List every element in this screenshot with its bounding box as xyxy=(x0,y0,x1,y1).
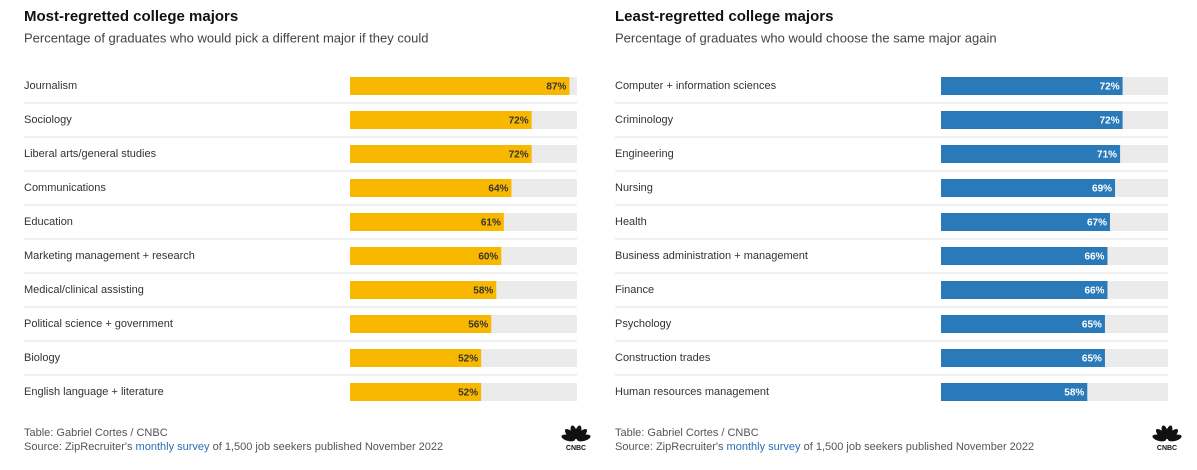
category-label: Political science + government xyxy=(24,318,173,330)
value-label: 67% xyxy=(1087,218,1107,229)
value-label: 52% xyxy=(458,354,478,365)
bar xyxy=(350,145,532,163)
chart-subtitle: Percentage of graduates who would choose… xyxy=(615,30,997,45)
bar xyxy=(941,145,1121,163)
logo-text: CNBC xyxy=(566,445,586,452)
category-label: Construction trades xyxy=(615,352,711,364)
value-label: 72% xyxy=(1100,82,1120,93)
bar xyxy=(941,383,1088,401)
category-label: Computer + information sciences xyxy=(615,80,777,92)
category-label: Education xyxy=(24,216,73,228)
category-label: Marketing management + research xyxy=(24,250,195,262)
value-label: 87% xyxy=(546,82,566,93)
logo: CNBC xyxy=(1152,425,1182,452)
category-label: Liberal arts/general studies xyxy=(24,148,157,160)
source-text: of 1,500 job seekers published November … xyxy=(213,441,444,453)
category-label: English language + literature xyxy=(24,386,164,398)
value-label: 61% xyxy=(481,218,501,229)
bar xyxy=(350,247,502,265)
category-label: Finance xyxy=(615,284,654,296)
value-label: 69% xyxy=(1092,184,1112,195)
bar xyxy=(350,383,482,401)
bar xyxy=(941,349,1105,367)
source-text: of 1,500 job seekers published November … xyxy=(804,441,1035,453)
source-link: monthly survey xyxy=(727,441,801,453)
logo: CNBC xyxy=(561,425,591,452)
bar xyxy=(941,179,1116,197)
bar xyxy=(350,213,504,231)
source: Source: ZipRecruiter's monthly survey of… xyxy=(24,441,443,453)
chart-title: Least-regretted college majors xyxy=(615,8,833,25)
credit: Table: Gabriel Cortes / CNBC xyxy=(615,427,759,439)
value-label: 66% xyxy=(1084,252,1104,263)
chart-panel: Least-regretted college majors Percentage… xyxy=(615,8,1182,453)
bar xyxy=(350,349,482,367)
bar xyxy=(350,179,512,197)
value-label: 58% xyxy=(1064,388,1084,399)
source-text: Source: ZipRecruiter's xyxy=(615,441,724,453)
bar xyxy=(941,77,1123,95)
category-label: Medical/clinical assisting xyxy=(24,284,144,296)
bar xyxy=(941,213,1110,231)
source-link: monthly survey xyxy=(136,441,210,453)
value-label: 56% xyxy=(468,320,488,331)
category-label: Nursing xyxy=(615,182,653,194)
value-label: 72% xyxy=(509,150,529,161)
value-label: 72% xyxy=(509,116,529,127)
category-label: Human resources management xyxy=(615,386,769,398)
value-label: 65% xyxy=(1082,354,1102,365)
value-label: 52% xyxy=(458,388,478,399)
category-label: Communications xyxy=(24,182,106,194)
value-label: 58% xyxy=(473,286,493,297)
category-label: Biology xyxy=(24,352,61,364)
bar xyxy=(350,315,492,333)
category-label: Criminology xyxy=(615,114,674,126)
category-label: Journalism xyxy=(24,80,77,92)
bar xyxy=(941,247,1108,265)
category-label: Business administration + management xyxy=(615,250,808,262)
value-label: 71% xyxy=(1097,150,1117,161)
value-label: 65% xyxy=(1082,320,1102,331)
chart-panel: Most-regretted college majors Percentage … xyxy=(24,8,591,453)
bar xyxy=(350,77,570,95)
value-label: 72% xyxy=(1100,116,1120,127)
bar xyxy=(941,111,1123,129)
category-label: Engineering xyxy=(615,148,674,160)
logo-text: CNBC xyxy=(1157,445,1177,452)
bar xyxy=(350,111,532,129)
source-text: Source: ZipRecruiter's xyxy=(24,441,133,453)
logo-feather xyxy=(576,434,591,442)
value-label: 64% xyxy=(488,184,508,195)
source: Source: ZipRecruiter's monthly survey of… xyxy=(615,441,1034,453)
value-label: 66% xyxy=(1084,286,1104,297)
category-label: Health xyxy=(615,216,647,228)
bar xyxy=(941,315,1105,333)
credit: Table: Gabriel Cortes / CNBC xyxy=(24,427,168,439)
bar xyxy=(350,281,497,299)
chart-title: Most-regretted college majors xyxy=(24,8,238,25)
chart-subtitle: Percentage of graduates who would pick a… xyxy=(24,30,428,45)
category-label: Sociology xyxy=(24,114,72,126)
value-label: 60% xyxy=(478,252,498,263)
logo-feather xyxy=(1167,434,1182,442)
category-label: Psychology xyxy=(615,318,672,330)
bar xyxy=(941,281,1108,299)
